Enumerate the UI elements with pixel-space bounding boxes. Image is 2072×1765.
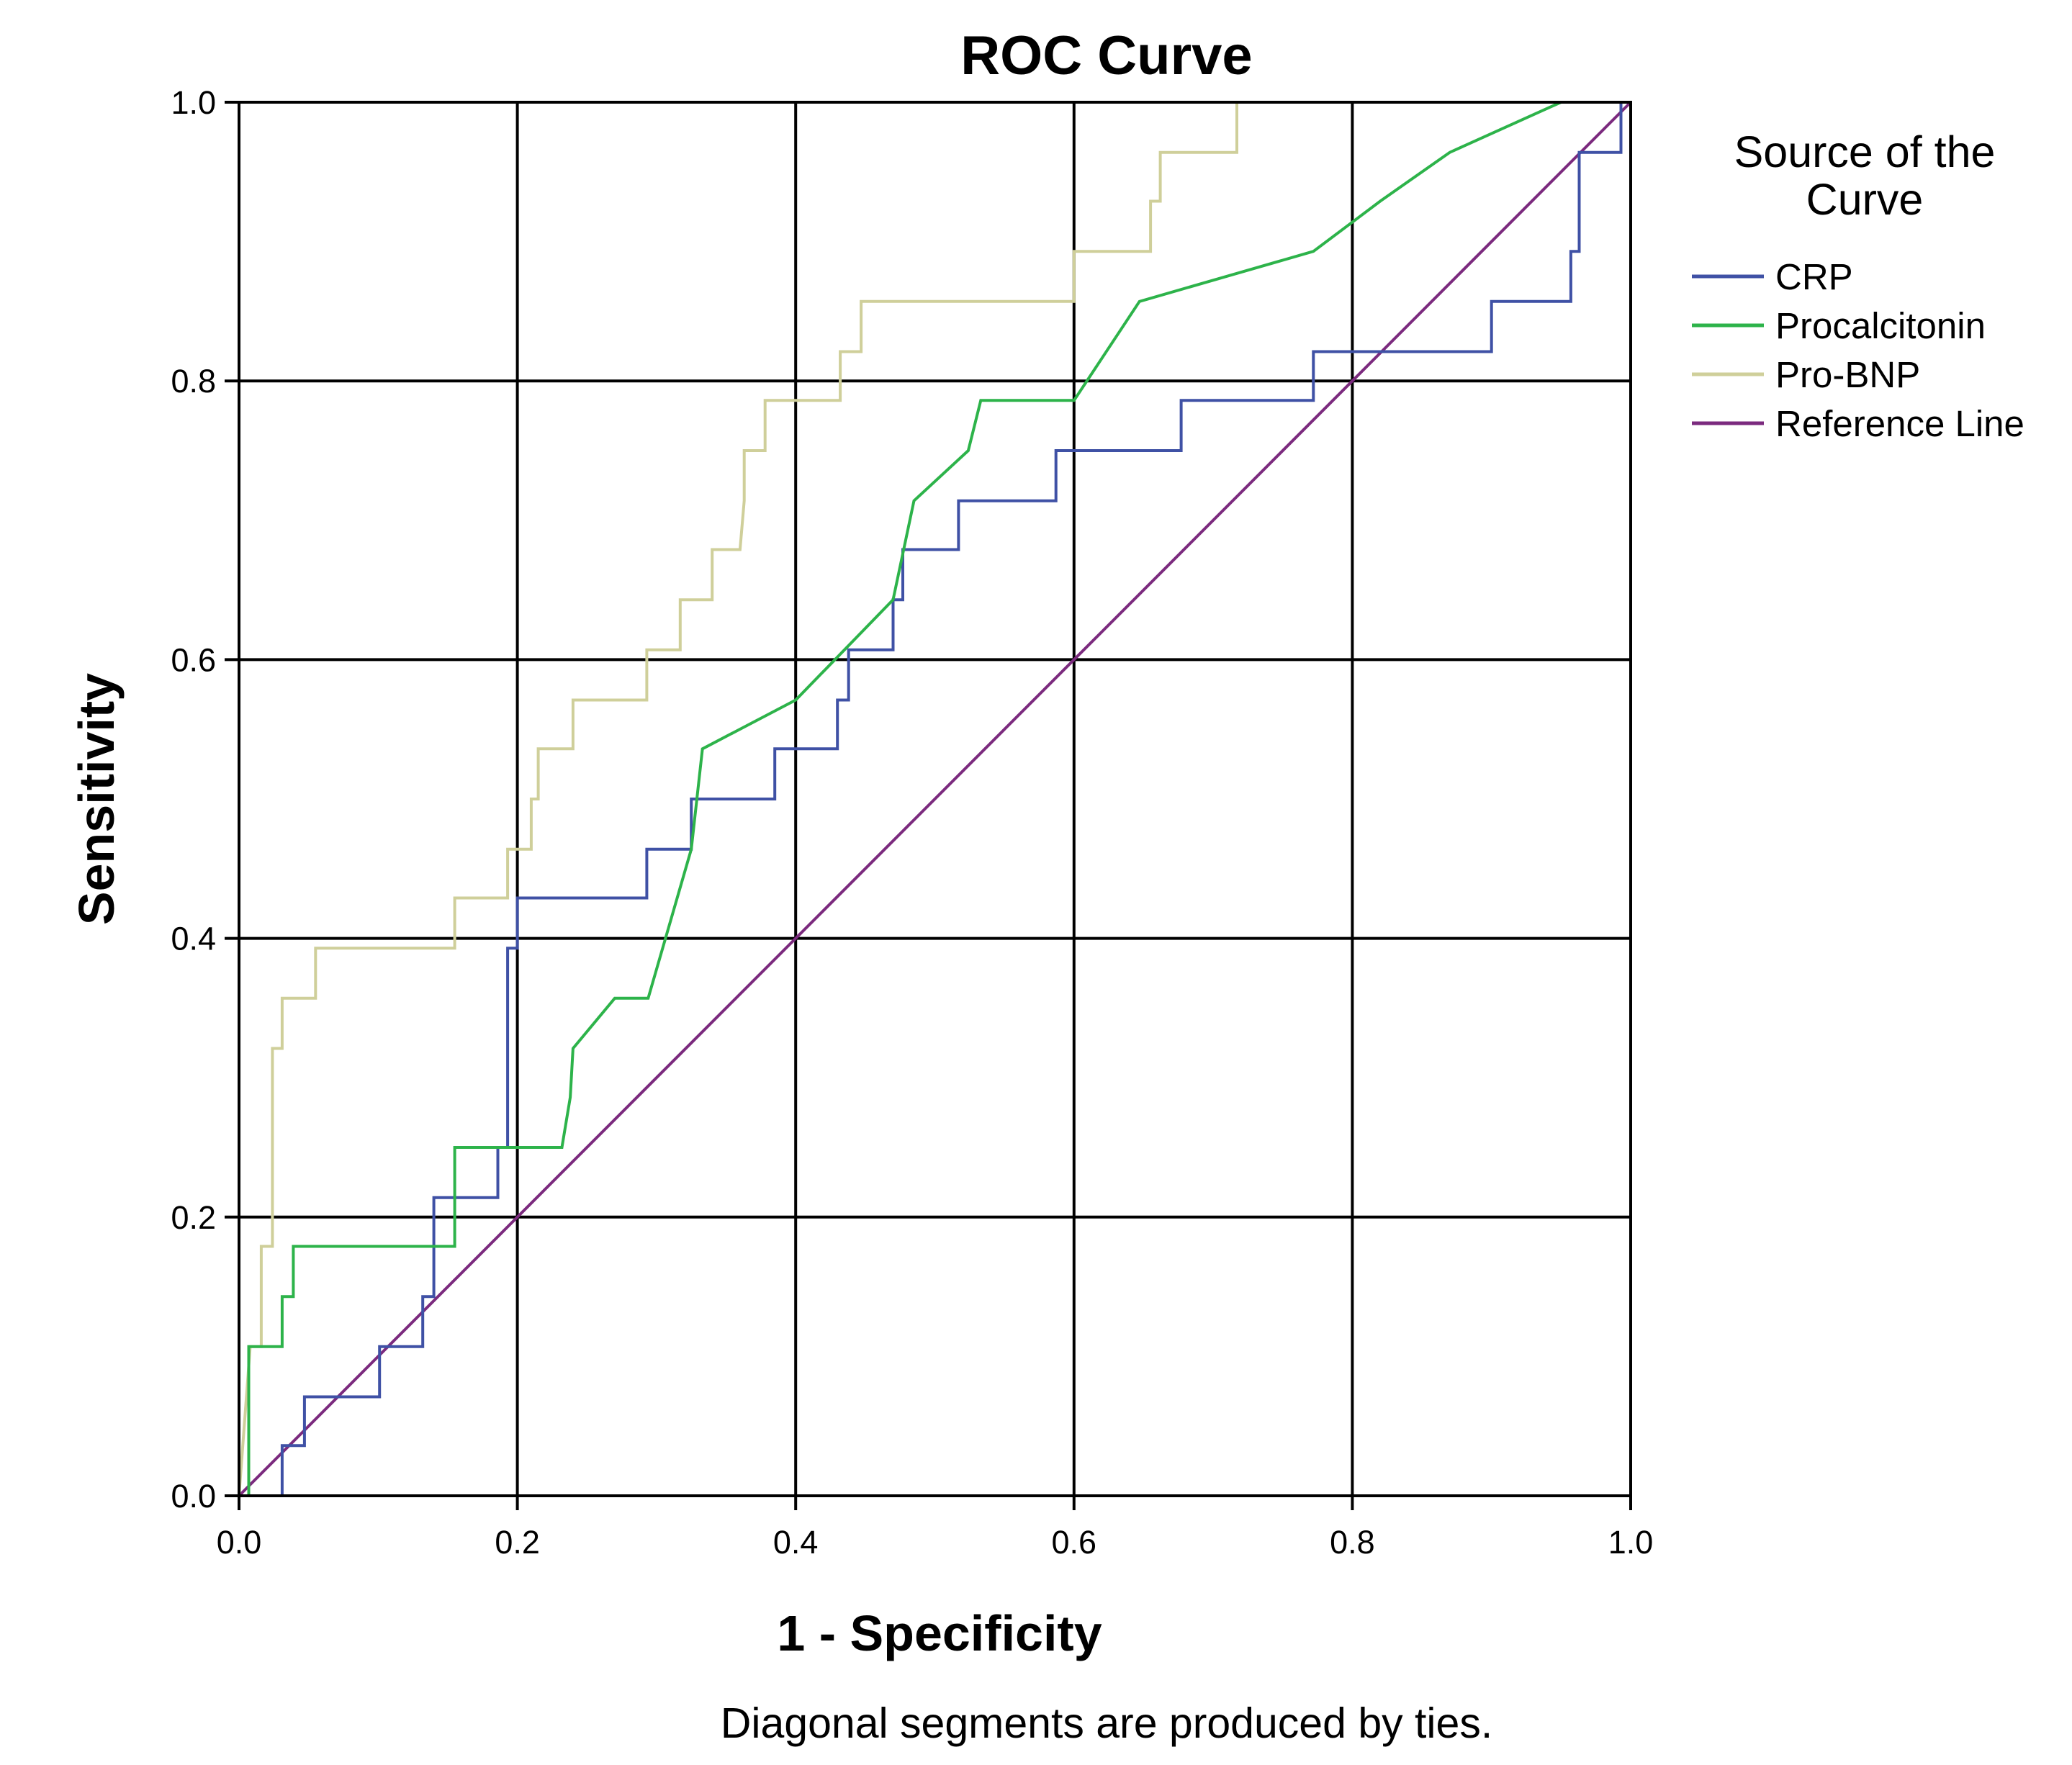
legend-label-pro-bnp: Pro-BNP <box>1775 354 1920 395</box>
chart-title: ROC Curve <box>960 25 1252 86</box>
plot-series <box>238 101 1632 1497</box>
series-line-crp <box>239 102 1623 1497</box>
series-line-procalcitonin <box>239 101 1562 1497</box>
y-tick-label: 1.0 <box>171 84 216 121</box>
y-tick-label: 0.6 <box>171 641 216 678</box>
x-axis-label: 1 - Specificity <box>777 1605 1102 1661</box>
x-tick-label: 0.8 <box>1330 1524 1375 1561</box>
series-line-pro-bnp <box>238 102 1238 1497</box>
x-tick-label: 1.0 <box>1608 1524 1654 1561</box>
y-tick-label: 0.8 <box>171 363 216 400</box>
legend-label-reference-line: Reference Line <box>1775 403 2024 444</box>
footnote: Diagonal segments are produced by ties. <box>721 1699 1492 1747</box>
y-tick-label: 0.2 <box>171 1199 216 1236</box>
x-tick-label: 0.4 <box>773 1524 819 1561</box>
axis-ticks: 0.0 0.2 0.4 0.6 0.8 1.0 0.0 0.2 0.4 0.6 0.8 1.0 <box>171 84 1653 1561</box>
series-line-reference-line <box>238 101 1632 1497</box>
legend-title-line-2: Curve <box>1806 175 1924 224</box>
legend-label-procalcitonin: Procalcitonin <box>1775 305 1986 346</box>
plot-frame <box>238 101 1632 1497</box>
legend: Source of the Curve CRP Procalcitonin Pro-… <box>1692 127 2024 444</box>
y-axis-label: Sensitivity <box>68 673 125 925</box>
x-tick-label: 0.6 <box>1052 1524 1097 1561</box>
legend-title-line-1: Source of the <box>1734 127 1996 176</box>
x-tick-label: 0.2 <box>495 1524 540 1561</box>
y-tick-label: 0.4 <box>171 921 216 957</box>
legend-label-crp: CRP <box>1775 256 1853 297</box>
y-tick-label: 0.0 <box>171 1478 216 1515</box>
grid <box>239 102 1631 1496</box>
x-tick-label: 0.0 <box>217 1524 262 1561</box>
